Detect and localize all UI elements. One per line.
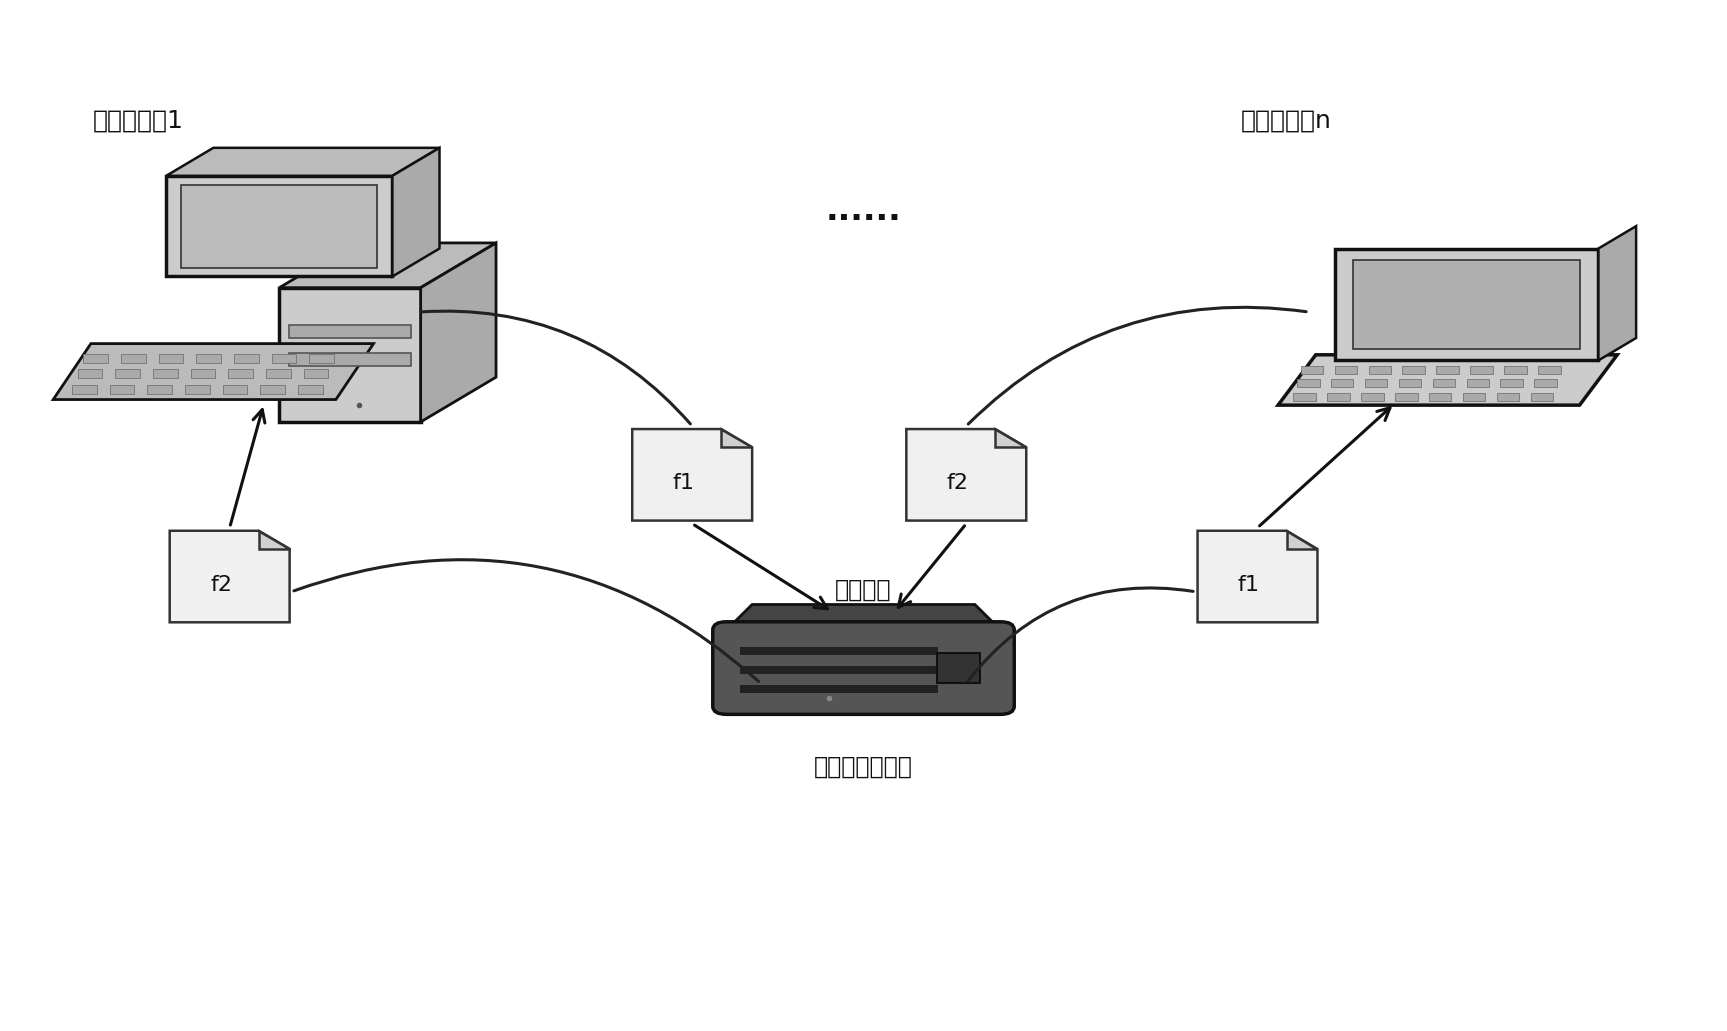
FancyBboxPatch shape bbox=[223, 385, 247, 394]
FancyBboxPatch shape bbox=[299, 385, 323, 394]
Polygon shape bbox=[259, 531, 290, 550]
FancyBboxPatch shape bbox=[1428, 393, 1451, 401]
Polygon shape bbox=[166, 147, 439, 175]
FancyBboxPatch shape bbox=[1399, 379, 1421, 388]
FancyBboxPatch shape bbox=[261, 385, 285, 394]
FancyBboxPatch shape bbox=[1501, 379, 1523, 388]
FancyBboxPatch shape bbox=[1437, 366, 1459, 374]
Text: 检查更新: 检查更新 bbox=[836, 578, 891, 602]
FancyBboxPatch shape bbox=[288, 353, 411, 366]
Text: f2: f2 bbox=[946, 473, 969, 493]
Polygon shape bbox=[727, 604, 1000, 630]
Polygon shape bbox=[1278, 355, 1616, 405]
FancyBboxPatch shape bbox=[741, 686, 938, 693]
FancyBboxPatch shape bbox=[1297, 379, 1319, 388]
FancyBboxPatch shape bbox=[1354, 260, 1580, 350]
FancyBboxPatch shape bbox=[1332, 379, 1354, 388]
FancyBboxPatch shape bbox=[266, 369, 290, 378]
FancyBboxPatch shape bbox=[1466, 379, 1489, 388]
FancyBboxPatch shape bbox=[1497, 393, 1520, 401]
FancyBboxPatch shape bbox=[1539, 366, 1561, 374]
FancyBboxPatch shape bbox=[83, 354, 107, 363]
Polygon shape bbox=[722, 429, 753, 447]
FancyBboxPatch shape bbox=[228, 369, 252, 378]
Polygon shape bbox=[280, 243, 496, 288]
Polygon shape bbox=[421, 243, 496, 422]
FancyBboxPatch shape bbox=[1534, 379, 1558, 388]
FancyBboxPatch shape bbox=[147, 385, 173, 394]
FancyBboxPatch shape bbox=[1326, 393, 1351, 401]
Text: f1: f1 bbox=[672, 473, 694, 493]
FancyBboxPatch shape bbox=[1463, 393, 1485, 401]
FancyBboxPatch shape bbox=[1368, 366, 1392, 374]
FancyBboxPatch shape bbox=[116, 369, 140, 378]
Polygon shape bbox=[1287, 531, 1318, 550]
FancyBboxPatch shape bbox=[185, 385, 209, 394]
FancyBboxPatch shape bbox=[1300, 366, 1323, 374]
FancyBboxPatch shape bbox=[181, 185, 376, 267]
FancyBboxPatch shape bbox=[1395, 393, 1418, 401]
FancyBboxPatch shape bbox=[78, 369, 102, 378]
Text: 计算机设备n: 计算机设备n bbox=[1240, 108, 1332, 133]
FancyBboxPatch shape bbox=[741, 666, 938, 674]
FancyBboxPatch shape bbox=[1294, 393, 1316, 401]
FancyBboxPatch shape bbox=[166, 175, 392, 276]
Text: 计算机设备1: 计算机设备1 bbox=[93, 108, 183, 133]
Text: ......: ...... bbox=[826, 194, 901, 227]
FancyBboxPatch shape bbox=[190, 369, 216, 378]
FancyBboxPatch shape bbox=[73, 385, 97, 394]
Polygon shape bbox=[1599, 226, 1635, 361]
FancyBboxPatch shape bbox=[304, 369, 328, 378]
Polygon shape bbox=[169, 531, 290, 623]
FancyBboxPatch shape bbox=[1335, 366, 1357, 374]
FancyBboxPatch shape bbox=[1364, 379, 1387, 388]
Polygon shape bbox=[995, 429, 1026, 447]
FancyBboxPatch shape bbox=[121, 354, 145, 363]
Polygon shape bbox=[907, 429, 1026, 521]
Text: 可移动存储设备: 可移动存储设备 bbox=[813, 755, 914, 778]
FancyBboxPatch shape bbox=[1504, 366, 1527, 374]
FancyBboxPatch shape bbox=[197, 354, 221, 363]
FancyBboxPatch shape bbox=[309, 354, 333, 363]
FancyBboxPatch shape bbox=[1361, 393, 1383, 401]
FancyBboxPatch shape bbox=[1433, 379, 1456, 388]
Polygon shape bbox=[54, 343, 373, 400]
Polygon shape bbox=[632, 429, 753, 521]
FancyBboxPatch shape bbox=[280, 288, 421, 422]
Text: f2: f2 bbox=[211, 574, 231, 595]
FancyBboxPatch shape bbox=[1335, 248, 1599, 361]
FancyBboxPatch shape bbox=[1530, 393, 1553, 401]
FancyBboxPatch shape bbox=[713, 622, 1014, 714]
FancyBboxPatch shape bbox=[1470, 366, 1492, 374]
FancyBboxPatch shape bbox=[159, 354, 183, 363]
Polygon shape bbox=[1197, 531, 1318, 623]
FancyBboxPatch shape bbox=[938, 653, 979, 684]
FancyBboxPatch shape bbox=[235, 354, 259, 363]
FancyBboxPatch shape bbox=[1402, 366, 1425, 374]
FancyBboxPatch shape bbox=[288, 325, 411, 338]
FancyBboxPatch shape bbox=[111, 385, 135, 394]
Polygon shape bbox=[392, 147, 439, 276]
FancyBboxPatch shape bbox=[154, 369, 178, 378]
Text: f1: f1 bbox=[1238, 574, 1261, 595]
FancyBboxPatch shape bbox=[271, 354, 297, 363]
FancyBboxPatch shape bbox=[741, 647, 938, 655]
